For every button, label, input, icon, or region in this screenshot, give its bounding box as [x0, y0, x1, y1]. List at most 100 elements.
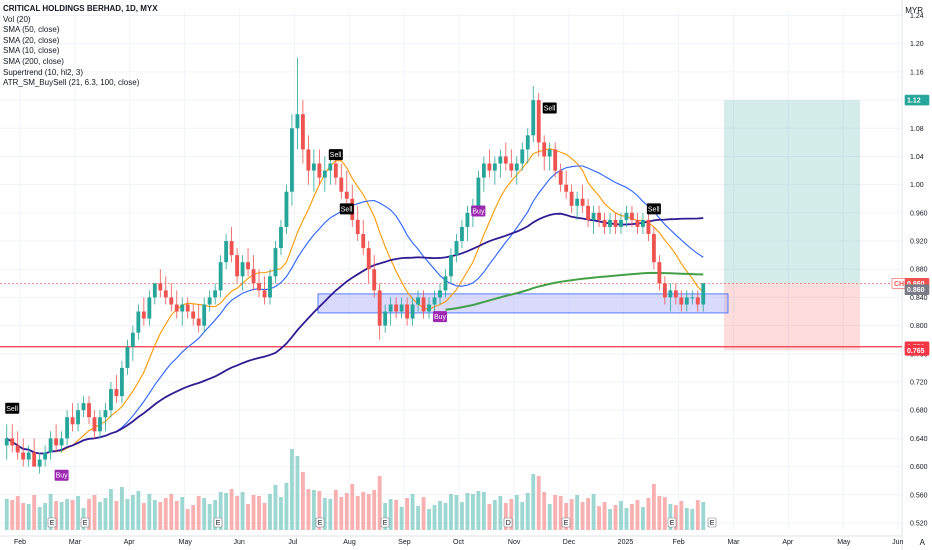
candle-body: [641, 219, 645, 227]
volume-bar: [125, 499, 130, 530]
legend-sma200[interactable]: SMA (200, close): [3, 56, 64, 66]
candle-body: [262, 290, 267, 298]
volume-bar: [344, 493, 349, 530]
volume-bar: [695, 500, 700, 530]
event-marker: [667, 517, 677, 528]
signal-label: Sell: [544, 106, 556, 113]
candle-body: [37, 459, 42, 467]
volume-bar: [383, 503, 388, 530]
volume-bar: [470, 494, 475, 530]
legend-vol[interactable]: Vol (20): [3, 14, 31, 24]
price-tag: [904, 94, 930, 106]
candle-body: [4, 438, 9, 446]
candle-body: [76, 410, 80, 425]
candle-body: [619, 219, 623, 227]
candle-body: [295, 114, 300, 129]
volume-bar: [366, 494, 371, 530]
volume-bar: [328, 499, 333, 530]
candle-body: [432, 297, 437, 305]
signal-label: Sell: [648, 206, 660, 213]
volume-bar: [87, 499, 91, 530]
auto-scale-button[interactable]: A: [919, 538, 925, 547]
signals: Sell Buy Sell Sell Buy Buy Sell Sell: [5, 102, 661, 481]
candle-body: [586, 205, 591, 220]
buy-signal: [433, 311, 448, 323]
candle-body: [575, 198, 580, 206]
volume-bar: [651, 484, 656, 530]
volume-bar: [416, 506, 420, 530]
price-tag-label: CHE: [894, 281, 909, 288]
candle-body: [608, 219, 612, 227]
candle-body: [202, 304, 207, 326]
candle-body: [481, 163, 486, 178]
candle-body: [416, 297, 420, 305]
volume-bar: [229, 489, 234, 530]
volume-bar: [136, 491, 141, 530]
volume-bar: [70, 500, 75, 530]
x-tick-label: Apr: [782, 539, 794, 546]
time-axis[interactable]: Feb Mar Apr May Jun Jul Aug Sep Oct Nov Dec 2025 Feb…: [14, 539, 903, 546]
y-tick-label: 0.800: [910, 323, 928, 330]
candle-body: [300, 114, 305, 150]
volume-bar: [388, 499, 393, 530]
volume-bar: [251, 495, 256, 530]
volume-bar: [103, 498, 108, 530]
candle-body: [185, 304, 190, 312]
volume-bar: [15, 496, 20, 530]
volume-bar: [547, 504, 552, 530]
volume-bar: [575, 495, 580, 530]
volume-bar: [514, 495, 519, 530]
candle-body: [525, 135, 530, 150]
x-tick-label: Dec: [563, 539, 576, 546]
x-tick-label: Jun: [892, 539, 903, 546]
y-tick-label: 0.960: [910, 210, 928, 217]
candle-body: [427, 304, 431, 312]
event-label: E: [710, 520, 715, 527]
sell-signal: [5, 402, 20, 414]
indicator-legend[interactable]: CRITICAL HOLDINGS BERHAD, 1D, MYX Vol (2…: [3, 4, 158, 89]
legend-sma20[interactable]: SMA (20, close): [3, 35, 60, 45]
support-zone: [317, 293, 729, 314]
volume-bar: [43, 503, 48, 530]
volume-bar: [492, 500, 497, 530]
candle-body: [125, 346, 130, 368]
volume-bar: [196, 496, 201, 530]
price-tag: [904, 344, 930, 356]
candle-body: [558, 170, 563, 185]
symbol-title[interactable]: CRITICAL HOLDINGS BERHAD, 1D, MYX: [3, 4, 158, 13]
x-tick-label: Feb: [14, 539, 26, 546]
legend-sma10[interactable]: SMA (10, close): [3, 46, 60, 56]
volume-bar: [114, 501, 119, 530]
candle-body: [449, 255, 453, 277]
legend-atr-buysell[interactable]: ATR_SM_BuySell (21, 6.3, 100, close): [3, 78, 140, 88]
volume-bar: [536, 476, 541, 530]
candle-body: [460, 226, 464, 242]
event-label: E: [83, 520, 88, 527]
x-tick-label: Feb: [673, 539, 685, 546]
candle-body: [410, 304, 415, 319]
volume-bar: [432, 505, 437, 530]
volume-bar: [21, 503, 26, 530]
y-tick-label: 0.840: [910, 295, 928, 302]
candle-body: [207, 297, 212, 305]
candle-body: [630, 212, 634, 220]
event-marker: [47, 517, 57, 528]
volume-bar: [542, 492, 547, 530]
candle-body: [191, 311, 196, 319]
volume-bar: [591, 494, 596, 530]
price-axis[interactable]: 1.24 1.20 1.16 1.12 1.08 1.04 1.00 0.960 0.920 0.…: [910, 13, 928, 527]
volume-bar: [306, 489, 311, 530]
candle-body: [10, 438, 15, 446]
volume-bar: [279, 497, 283, 530]
sell-signal: [328, 149, 343, 161]
volume-bar: [213, 500, 218, 530]
volume-bar: [322, 498, 327, 530]
volume-bar: [240, 492, 245, 530]
sell-signal: [542, 102, 557, 114]
volume-bar: [481, 492, 486, 530]
volume-bar: [586, 498, 591, 530]
legend-supertrend[interactable]: Supertrend (10, hl2, 3): [3, 67, 84, 77]
legend-sma50[interactable]: SMA (50, close): [3, 25, 60, 35]
x-tick-label: Oct: [453, 539, 464, 546]
